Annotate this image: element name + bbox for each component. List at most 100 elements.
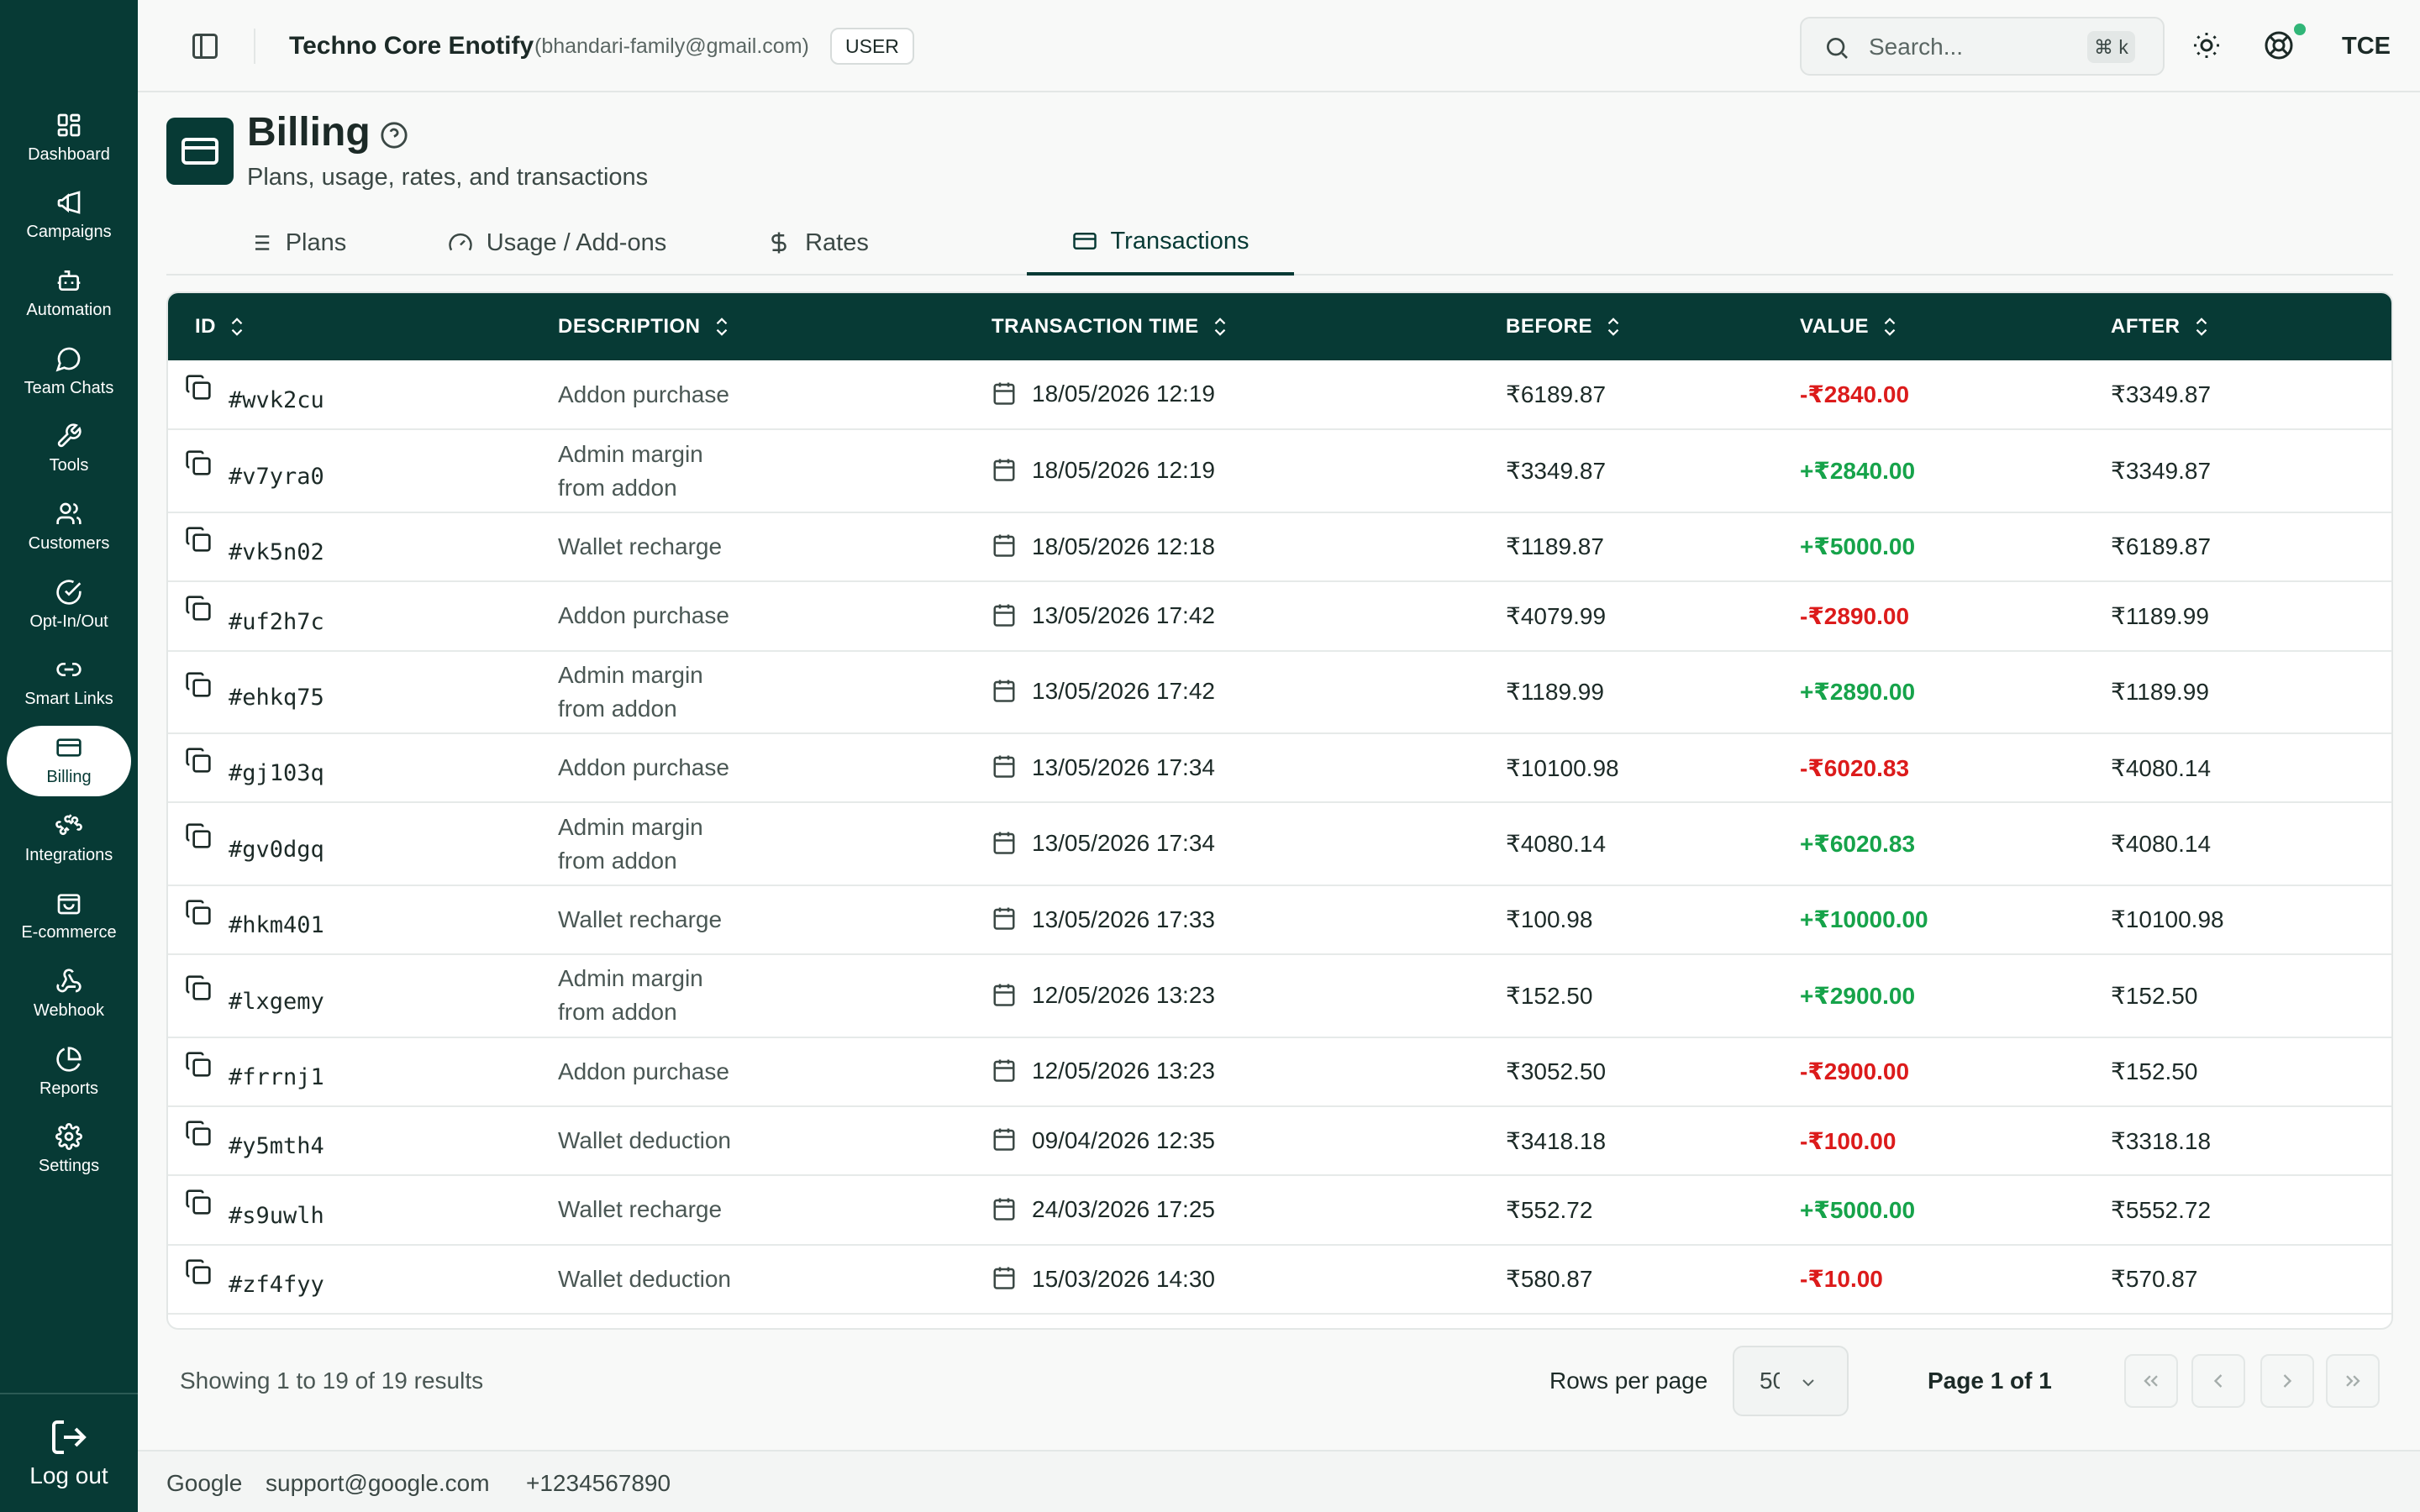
transaction-id: #lxgemy xyxy=(229,988,324,1015)
balance-before: ₹100.98 xyxy=(1506,906,1593,933)
description-cell: Admin margin from addon xyxy=(531,429,965,512)
before-cell: ₹4080.14 xyxy=(1479,802,1773,885)
time-cell: 12/05/2026 13:23 xyxy=(965,954,1479,1037)
sort-icon[interactable] xyxy=(2192,315,2211,339)
column-header-transaction-time[interactable]: TRANSACTION TIME xyxy=(965,293,1479,360)
copy-icon[interactable] xyxy=(185,747,212,774)
description-line: from addon xyxy=(558,847,677,874)
column-header-id[interactable]: ID xyxy=(168,293,531,360)
copy-icon[interactable] xyxy=(185,526,212,553)
search-input[interactable] xyxy=(1869,30,2079,64)
sidebar-item-label: Tools xyxy=(49,456,89,475)
column-header-value[interactable]: VALUE xyxy=(1773,293,2084,360)
sidebar-item-reports[interactable]: Reports xyxy=(7,1037,131,1107)
rows-per-page-select[interactable]: 50 xyxy=(1733,1346,1849,1416)
after-cell: ₹6189.87 xyxy=(2084,512,2391,581)
sidebar-item-team-chats[interactable]: Team Chats xyxy=(7,336,131,407)
calendar-icon xyxy=(993,984,1015,1006)
footer-email[interactable]: support@google.com xyxy=(266,1470,490,1496)
logout-button[interactable]: Log out xyxy=(0,1393,138,1512)
sidebar-item-dashboard[interactable]: Dashboard xyxy=(7,102,131,173)
copy-icon[interactable] xyxy=(185,595,212,622)
sort-icon[interactable] xyxy=(228,315,246,339)
tab-transactions[interactable]: Transactions xyxy=(1027,210,1294,276)
next-page-button[interactable] xyxy=(2260,1354,2314,1408)
column-header-before[interactable]: BEFORE xyxy=(1479,293,1773,360)
avatar[interactable]: TCE xyxy=(2342,33,2391,60)
sidebar-toggle-icon[interactable] xyxy=(190,31,220,61)
sidebar-item-opt-in-out[interactable]: Opt-In/Out xyxy=(7,570,131,640)
balance-before: ₹152.50 xyxy=(1506,982,1593,1009)
list-icon xyxy=(250,235,269,250)
copy-icon[interactable] xyxy=(185,1120,212,1147)
sidebar-item-smart-links[interactable]: Smart Links xyxy=(7,648,131,718)
value-cell: -₹10.00 xyxy=(1773,1245,2084,1314)
sidebar-item-campaigns[interactable]: Campaigns xyxy=(7,181,131,251)
description-cell: Addon purchase xyxy=(531,360,965,429)
table-header-row: ID DESCRIPTION TRANSACTION TIME BEFORE VALUE… xyxy=(168,293,2391,360)
description-line: from addon xyxy=(558,474,677,501)
sidebar-item-e-commerce[interactable]: E-commerce xyxy=(7,881,131,952)
column-header-after[interactable]: AFTER xyxy=(2084,293,2391,360)
balance-after: ₹1189.99 xyxy=(2111,679,2209,706)
balance-before: ₹552.72 xyxy=(1506,1196,1593,1223)
sidebar-item-billing[interactable]: Billing xyxy=(7,725,131,796)
dollar-icon xyxy=(771,232,786,254)
before-cell: ₹152.50 xyxy=(1479,954,1773,1037)
tab-usage-add-ons[interactable]: Usage / Add-ons xyxy=(427,210,687,276)
transaction-value: -₹10.00 xyxy=(1800,1266,1883,1293)
time-cell: 18/05/2026 12:19 xyxy=(965,360,1479,429)
previous-page-button[interactable] xyxy=(2191,1354,2245,1408)
sidebar-item-integrations[interactable]: Integrations xyxy=(7,803,131,874)
help-circle-icon[interactable] xyxy=(380,121,408,150)
tab-plans[interactable]: Plans xyxy=(166,210,427,276)
last-page-button[interactable] xyxy=(2326,1354,2380,1408)
gauge-icon xyxy=(449,233,472,251)
balance-before: ₹3052.50 xyxy=(1506,1058,1607,1085)
balance-after: ₹10100.98 xyxy=(2111,906,2224,933)
chevrons-left-icon xyxy=(2144,1375,2158,1387)
page-subtitle: Plans, usage, rates, and transactions xyxy=(247,164,649,191)
sort-icon[interactable] xyxy=(1604,315,1623,339)
sun-icon[interactable] xyxy=(2191,30,2222,60)
copy-icon[interactable] xyxy=(185,671,212,698)
sidebar-item-label: Integrations xyxy=(24,845,113,864)
column-header-description[interactable]: DESCRIPTION xyxy=(531,293,965,360)
sort-icon[interactable] xyxy=(713,315,731,339)
description-line: Addon purchase xyxy=(558,754,729,781)
id-cell: #frrnj1 xyxy=(168,1037,531,1106)
sidebar: Dashboard Campaigns Automation Team Chat… xyxy=(0,0,138,1512)
lifebuoy-icon[interactable] xyxy=(2264,30,2294,60)
value-cell: -₹100.00 xyxy=(1773,1106,2084,1175)
description-line: Wallet deduction xyxy=(558,1265,731,1292)
sidebar-item-label: Reports xyxy=(39,1079,99,1098)
search-box[interactable]: ⌘ k xyxy=(1800,17,2165,76)
footer-phone[interactable]: +1234567890 xyxy=(526,1470,671,1496)
sidebar-item-customers[interactable]: Customers xyxy=(7,491,131,562)
sidebar-item-tools[interactable]: Tools xyxy=(7,414,131,485)
balance-before: ₹1189.87 xyxy=(1506,533,1604,560)
sidebar-item-automation[interactable]: Automation xyxy=(7,258,131,328)
copy-icon[interactable] xyxy=(185,449,212,476)
copy-icon[interactable] xyxy=(185,374,212,401)
transaction-id: #v7yra0 xyxy=(229,463,324,490)
transaction-id: #wvk2cu xyxy=(229,387,324,413)
copy-icon[interactable] xyxy=(185,1258,212,1285)
first-page-button[interactable] xyxy=(2124,1354,2178,1408)
transaction-time: 15/03/2026 14:30 xyxy=(1032,1265,1215,1292)
copy-icon[interactable] xyxy=(185,974,212,1001)
app-name: Techno Core Enotify xyxy=(289,32,534,60)
table-row: #gv0dgq Admin margin from addon 13/05/2026 … xyxy=(168,802,2391,885)
chat-icon xyxy=(55,347,81,372)
value-cell: +₹5000.00 xyxy=(1773,512,2084,581)
copy-icon[interactable] xyxy=(185,1189,212,1215)
copy-icon[interactable] xyxy=(185,899,212,926)
sidebar-item-webhook[interactable]: Webhook xyxy=(7,959,131,1030)
transaction-time: 12/05/2026 13:23 xyxy=(1032,1058,1215,1084)
sidebar-item-settings[interactable]: Settings xyxy=(7,1115,131,1185)
sort-icon[interactable] xyxy=(1211,315,1229,339)
copy-icon[interactable] xyxy=(185,822,212,849)
tab-rates[interactable]: Rates xyxy=(687,210,948,276)
sort-icon[interactable] xyxy=(1881,315,1899,339)
copy-icon[interactable] xyxy=(185,1051,212,1078)
